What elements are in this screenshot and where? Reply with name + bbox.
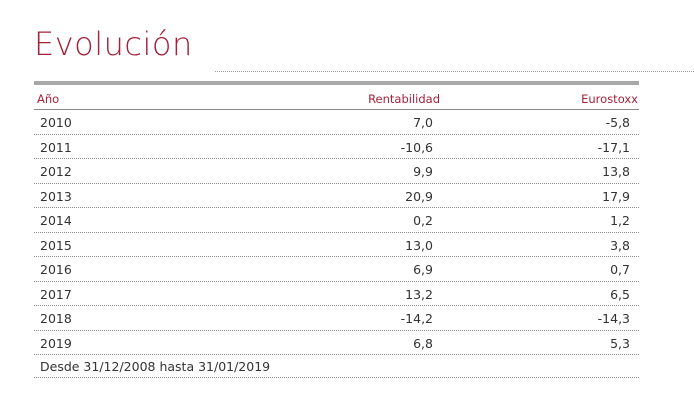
cell-year: 2013: [40, 188, 72, 204]
cell-rentabilidad: 6,8: [413, 335, 433, 351]
cell-eurostoxx: 3,8: [610, 237, 630, 253]
table-row: 2019 6,8 5,3: [34, 331, 639, 355]
cell-rentabilidad: 0,2: [413, 213, 433, 228]
cell-rentabilidad: -10,6: [400, 139, 433, 155]
cell-eurostoxx: 5,3: [610, 335, 630, 351]
cell-eurostoxx: 13,8: [602, 164, 630, 179]
table-top-rule: [34, 81, 639, 85]
cell-year: 2018: [40, 311, 72, 326]
header-year: Año: [37, 92, 60, 106]
cell-eurostoxx: -14,3: [597, 311, 630, 326]
title-divider: [215, 71, 694, 72]
table-footnote: Desde 31/12/2008 hasta 31/01/2019: [34, 355, 639, 378]
table-row: 2011 -10,6 -17,1: [34, 135, 639, 159]
table-row: 2018 -14,2 -14,3: [34, 306, 639, 331]
page-title: Evolución: [34, 25, 193, 63]
cell-rentabilidad: 20,9: [405, 188, 433, 204]
table-header: Año Rentabilidad Eurostoxx: [34, 85, 639, 110]
table-row: 2012 9,9 13,8: [34, 159, 639, 184]
cell-year: 2010: [40, 115, 72, 130]
cell-rentabilidad: -14,2: [400, 311, 433, 326]
table-row: 2013 20,9 17,9: [34, 184, 639, 208]
cell-rentabilidad: 13,2: [405, 286, 433, 302]
cell-eurostoxx: -17,1: [597, 139, 630, 155]
performance-table: Año Rentabilidad Eurostoxx 2010 7,0 -5,8…: [34, 81, 639, 378]
cell-year: 2017: [40, 286, 72, 302]
cell-eurostoxx: 6,5: [610, 286, 630, 302]
table-row: 2017 13,2 6,5: [34, 282, 639, 306]
table-row: 2015 13,0 3,8: [34, 233, 639, 257]
cell-eurostoxx: -5,8: [605, 115, 630, 130]
cell-year: 2015: [40, 237, 72, 253]
header-rentabilidad: Rentabilidad: [368, 92, 440, 106]
cell-eurostoxx: 17,9: [602, 188, 630, 204]
cell-rentabilidad: 9,9: [413, 164, 433, 179]
cell-rentabilidad: 13,0: [405, 237, 433, 253]
cell-rentabilidad: 6,9: [413, 262, 433, 277]
cell-year: 2011: [40, 139, 72, 155]
cell-eurostoxx: 0,7: [610, 262, 630, 277]
table-row: 2016 6,9 0,7: [34, 257, 639, 282]
cell-year: 2012: [40, 164, 72, 179]
footnote-text: Desde 31/12/2008 hasta 31/01/2019: [40, 359, 271, 374]
cell-eurostoxx: 1,2: [610, 213, 630, 228]
cell-year: 2019: [40, 335, 72, 351]
cell-year: 2014: [40, 213, 72, 228]
header-eurostoxx: Eurostoxx: [581, 92, 638, 106]
cell-year: 2016: [40, 262, 72, 277]
cell-rentabilidad: 7,0: [413, 115, 433, 130]
table-row: 2014 0,2 1,2: [34, 208, 639, 233]
table-row: 2010 7,0 -5,8: [34, 110, 639, 135]
